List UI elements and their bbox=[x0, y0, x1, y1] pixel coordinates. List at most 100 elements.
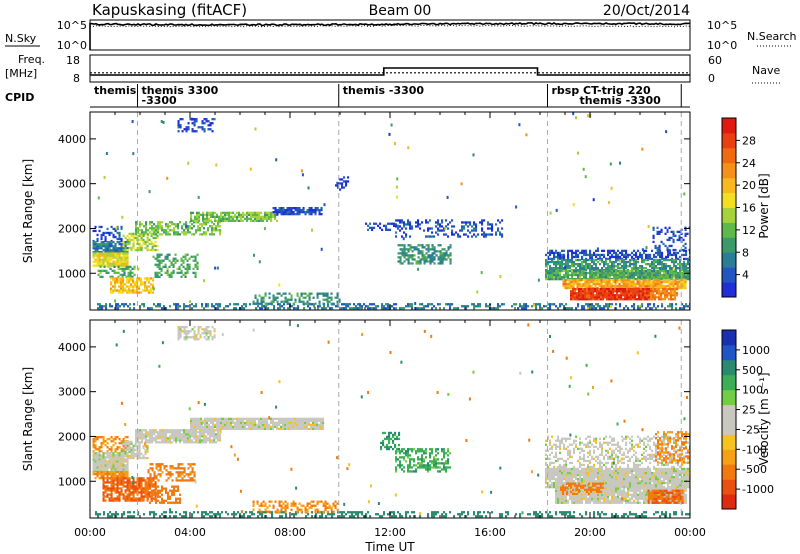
data-cell bbox=[211, 431, 214, 434]
data-cell bbox=[146, 477, 149, 480]
data-cell bbox=[672, 248, 675, 252]
data-cell bbox=[173, 485, 176, 488]
data-cell bbox=[148, 277, 151, 280]
data-cell bbox=[302, 296, 305, 299]
data-cell bbox=[188, 300, 191, 304]
data-cell bbox=[581, 255, 584, 259]
data-cell bbox=[179, 233, 182, 236]
data-cell bbox=[189, 479, 192, 482]
data-cell bbox=[451, 231, 454, 234]
data-cell bbox=[330, 296, 333, 299]
data-cell bbox=[94, 446, 97, 449]
data-cell bbox=[147, 485, 150, 488]
data-cell bbox=[209, 233, 212, 236]
data-cell bbox=[439, 250, 442, 253]
data-cell bbox=[124, 458, 127, 461]
data-cell bbox=[252, 213, 255, 216]
data-cell bbox=[572, 280, 575, 284]
data-cell bbox=[580, 290, 583, 293]
data-cell bbox=[110, 436, 113, 439]
data-cell bbox=[306, 300, 309, 303]
data-cell bbox=[122, 252, 125, 255]
data-cell bbox=[190, 217, 193, 220]
data-cell bbox=[201, 439, 204, 442]
data-cell bbox=[603, 263, 606, 266]
data-cell bbox=[161, 233, 164, 236]
data-cell bbox=[276, 219, 279, 222]
data-cell bbox=[176, 259, 179, 262]
data-cell bbox=[161, 225, 164, 228]
data-cell bbox=[646, 278, 649, 282]
data-cell bbox=[608, 282, 611, 286]
data-cell bbox=[191, 223, 194, 226]
data-cell bbox=[130, 234, 133, 237]
data-cell bbox=[683, 273, 686, 277]
data-cell bbox=[198, 213, 201, 216]
data-cell bbox=[643, 269, 646, 273]
data-cell bbox=[128, 487, 131, 490]
data-cell bbox=[232, 417, 235, 420]
data-cell bbox=[655, 307, 658, 310]
data-cell bbox=[662, 284, 665, 288]
data-cell bbox=[638, 290, 641, 293]
data-cell bbox=[114, 479, 117, 482]
data-cell bbox=[181, 231, 184, 234]
data-cell bbox=[150, 289, 153, 292]
data-cell bbox=[226, 417, 229, 420]
data-cell bbox=[100, 460, 103, 463]
data-cell bbox=[421, 221, 424, 224]
data-cell bbox=[658, 290, 661, 293]
data-cell bbox=[617, 271, 620, 275]
data-cell bbox=[110, 254, 113, 257]
data-cell bbox=[583, 276, 586, 279]
data-cell bbox=[610, 304, 612, 308]
data-cell bbox=[397, 227, 400, 230]
data-cell bbox=[672, 230, 675, 233]
data-cell bbox=[242, 215, 245, 218]
data-cell bbox=[676, 280, 679, 284]
data-cell bbox=[631, 305, 634, 308]
data-cell bbox=[98, 454, 101, 457]
data-cell bbox=[196, 265, 199, 268]
data-cell bbox=[261, 307, 264, 310]
data-cell bbox=[122, 242, 125, 246]
data-cell bbox=[577, 151, 579, 155]
data-cell bbox=[174, 259, 177, 262]
data-cell bbox=[222, 417, 225, 420]
data-cell bbox=[353, 303, 356, 306]
data-cell bbox=[283, 307, 286, 310]
data-cell bbox=[605, 276, 608, 279]
data-cell bbox=[625, 260, 628, 264]
data-cell bbox=[668, 278, 671, 282]
data-cell bbox=[118, 251, 121, 254]
data-cell bbox=[415, 221, 418, 224]
data-cell bbox=[124, 242, 127, 246]
data-cell bbox=[653, 258, 656, 262]
data-cell bbox=[640, 294, 643, 297]
data-cell bbox=[651, 307, 654, 310]
data-cell bbox=[387, 303, 390, 306]
data-cell bbox=[308, 211, 311, 214]
data-cell bbox=[183, 435, 186, 438]
data-cell bbox=[557, 278, 560, 281]
data-cell bbox=[198, 417, 201, 420]
data-cell bbox=[254, 294, 257, 297]
data-cell bbox=[371, 226, 374, 229]
data-cell bbox=[151, 227, 154, 230]
data-cell bbox=[547, 271, 550, 275]
data-cell bbox=[195, 435, 198, 438]
data-cell bbox=[170, 271, 173, 274]
data-cell bbox=[429, 235, 432, 238]
data-cell bbox=[143, 433, 146, 436]
data-cell bbox=[627, 276, 630, 279]
data-cell bbox=[133, 265, 136, 268]
data-cell bbox=[626, 290, 629, 293]
data-cell bbox=[120, 277, 123, 280]
data-cell bbox=[633, 307, 636, 310]
data-cell bbox=[655, 255, 658, 259]
data-cell bbox=[573, 269, 576, 273]
data-cell bbox=[148, 493, 151, 496]
data-cell bbox=[139, 437, 142, 440]
data-cell bbox=[656, 296, 659, 299]
data-cell bbox=[501, 233, 504, 236]
